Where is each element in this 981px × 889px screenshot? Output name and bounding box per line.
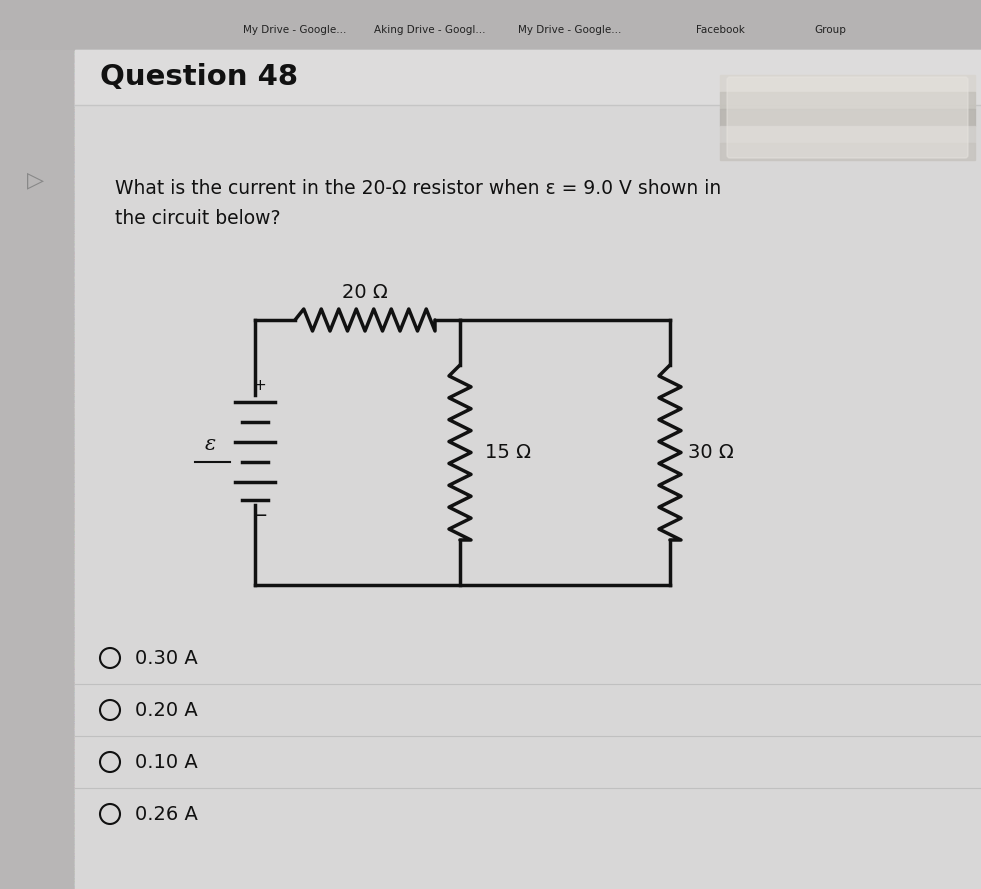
Bar — [0, 0, 981, 50]
Text: the circuit below?: the circuit below? — [115, 209, 281, 228]
Text: Group: Group — [814, 25, 846, 35]
Bar — [720, 75, 975, 92]
Text: 30 Ω: 30 Ω — [688, 443, 734, 462]
Text: ε: ε — [204, 436, 216, 454]
Text: 0.10 A: 0.10 A — [135, 752, 198, 772]
Text: Aking Drive - Googl...: Aking Drive - Googl... — [374, 25, 486, 35]
FancyBboxPatch shape — [727, 77, 968, 158]
Text: 0.26 A: 0.26 A — [135, 805, 198, 823]
Text: Facebook: Facebook — [696, 25, 745, 35]
Bar — [75, 50, 981, 105]
Bar — [720, 143, 975, 160]
Text: +: + — [254, 379, 267, 394]
Text: 0.20 A: 0.20 A — [135, 701, 198, 719]
Text: Question 48: Question 48 — [100, 63, 298, 91]
Text: My Drive - Google...: My Drive - Google... — [518, 25, 622, 35]
Text: 0.30 A: 0.30 A — [135, 648, 198, 668]
Bar — [0, 50, 73, 889]
Text: −: − — [252, 507, 268, 525]
Bar — [720, 92, 975, 109]
Text: 20 Ω: 20 Ω — [342, 283, 387, 301]
Text: ▷: ▷ — [27, 170, 44, 190]
Bar — [720, 126, 975, 143]
Text: My Drive - Google...: My Drive - Google... — [243, 25, 346, 35]
Text: What is the current in the 20-Ω resistor when ε = 9.0 V shown in: What is the current in the 20-Ω resistor… — [115, 179, 721, 197]
Text: 15 Ω: 15 Ω — [485, 443, 531, 462]
Bar — [720, 109, 975, 126]
